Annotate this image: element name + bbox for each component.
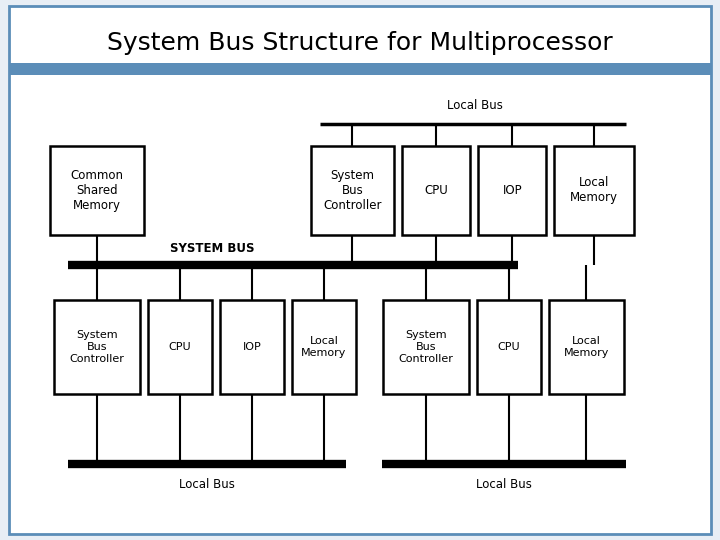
FancyBboxPatch shape xyxy=(9,63,711,75)
FancyBboxPatch shape xyxy=(50,146,144,235)
FancyBboxPatch shape xyxy=(402,146,470,235)
FancyBboxPatch shape xyxy=(311,146,394,235)
Text: IOP: IOP xyxy=(503,184,522,197)
FancyBboxPatch shape xyxy=(220,300,284,394)
FancyBboxPatch shape xyxy=(54,300,140,394)
Text: Local Bus: Local Bus xyxy=(447,99,503,112)
FancyBboxPatch shape xyxy=(549,300,624,394)
Text: CPU: CPU xyxy=(168,342,192,352)
Text: Local Bus: Local Bus xyxy=(476,478,532,491)
Text: System
Bus
Controller: System Bus Controller xyxy=(399,330,454,363)
Text: Local Bus: Local Bus xyxy=(179,478,235,491)
Text: Local
Memory: Local Memory xyxy=(570,177,618,204)
Text: IOP: IOP xyxy=(243,342,261,352)
Text: System
Bus
Controller: System Bus Controller xyxy=(70,330,125,363)
Text: SYSTEM BUS: SYSTEM BUS xyxy=(170,242,255,255)
FancyBboxPatch shape xyxy=(292,300,356,394)
Text: Local
Memory: Local Memory xyxy=(564,336,609,357)
FancyBboxPatch shape xyxy=(477,300,541,394)
Text: CPU: CPU xyxy=(424,184,448,197)
FancyBboxPatch shape xyxy=(478,146,546,235)
FancyBboxPatch shape xyxy=(9,6,711,534)
FancyBboxPatch shape xyxy=(554,146,634,235)
Text: CPU: CPU xyxy=(498,342,521,352)
Text: System
Bus
Controller: System Bus Controller xyxy=(323,169,382,212)
Text: Local
Memory: Local Memory xyxy=(301,336,347,357)
Text: System Bus Structure for Multiprocessor: System Bus Structure for Multiprocessor xyxy=(107,31,613,55)
FancyBboxPatch shape xyxy=(383,300,469,394)
Text: Common
Shared
Memory: Common Shared Memory xyxy=(71,169,124,212)
FancyBboxPatch shape xyxy=(148,300,212,394)
